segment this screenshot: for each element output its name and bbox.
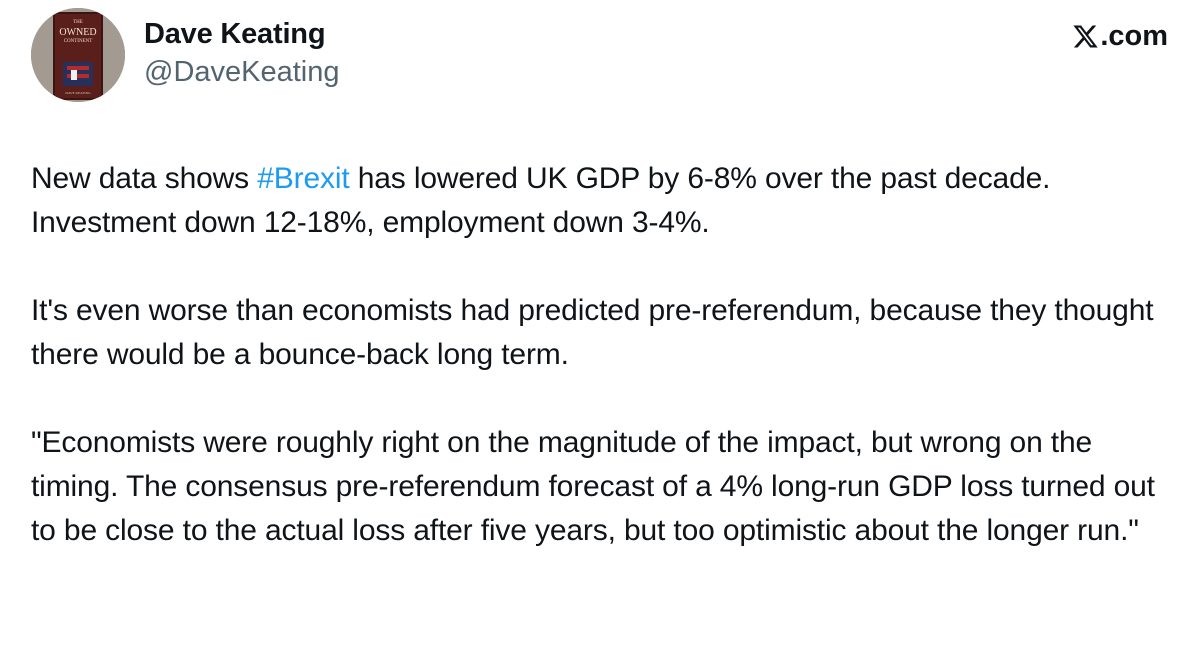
book-title-line1: THE bbox=[73, 20, 83, 25]
display-name[interactable]: Dave Keating bbox=[144, 18, 326, 50]
avatar[interactable]: THE OWNED CONTINENT DAVE KEATING bbox=[31, 8, 125, 102]
tweet-text: New data shows #Brexit has lowered UK GD… bbox=[31, 157, 1181, 597]
book-title-line3: CONTINENT bbox=[64, 39, 93, 44]
tweet-paragraph-3: "Economists were roughly right on the ma… bbox=[31, 426, 1155, 547]
brand-link[interactable]: .com bbox=[1072, 20, 1168, 53]
hashtag-link[interactable]: #Brexit bbox=[257, 162, 350, 195]
author-block: Dave Keating @DaveKeating bbox=[144, 14, 340, 92]
tweet-paragraph-2: It's even worse than economists had pred… bbox=[31, 294, 1154, 371]
book-author: DAVE KEATING bbox=[65, 91, 91, 95]
para1-after: has lowered UK GDP by 6-8% over the past… bbox=[31, 162, 1051, 239]
x-logo-icon bbox=[1073, 25, 1098, 48]
handle[interactable]: @DaveKeating bbox=[144, 56, 340, 88]
tweet-paragraph-1: New data shows #Brexit has lowered UK GD… bbox=[31, 157, 1181, 245]
brand-label: .com bbox=[1100, 20, 1168, 52]
para1-before: New data shows bbox=[31, 162, 258, 195]
book-cover-image: THE OWNED CONTINENT DAVE KEATING bbox=[31, 8, 125, 102]
book-title-line2: OWNED bbox=[59, 27, 96, 38]
